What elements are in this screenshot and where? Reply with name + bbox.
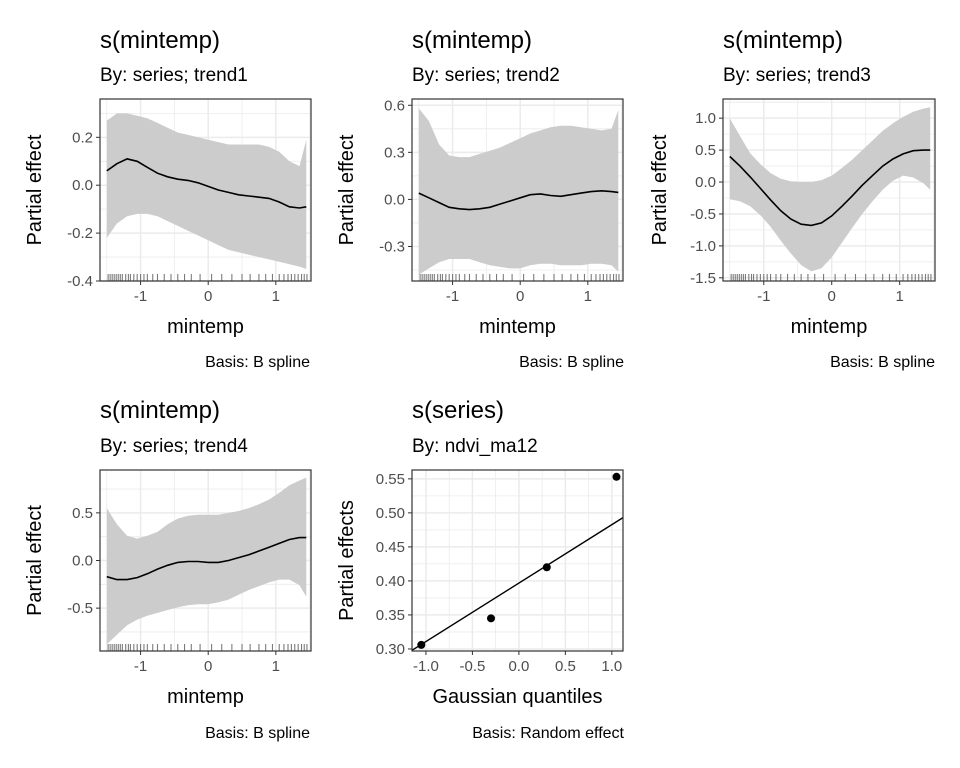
- x-axis-label: mintemp: [167, 686, 244, 708]
- x-tick-label: 0: [516, 288, 524, 305]
- rug: [107, 274, 308, 281]
- smooth-line: [729, 149, 931, 227]
- y-tick-label: 0.0: [384, 191, 405, 208]
- y-tick-label: 0.3: [384, 144, 405, 161]
- plot-area: [418, 108, 620, 281]
- y-tick-label: -0.3: [379, 238, 405, 255]
- y-tick-label: -1.0: [690, 238, 716, 255]
- plot-area: [106, 113, 308, 281]
- panel-title: s(mintemp): [412, 27, 532, 54]
- confidence-band: [418, 108, 619, 275]
- x-tick-label: 1: [584, 288, 592, 305]
- panel-subtitle: By: series; trend1: [100, 65, 248, 86]
- smooth-line: [106, 536, 307, 581]
- panel-border: [411, 469, 624, 652]
- y-tick-label: -1.5: [690, 270, 716, 287]
- y-axis-label: Partial effect: [24, 134, 46, 245]
- panel-title: s(mintemp): [100, 397, 220, 424]
- x-tick-label: -1: [134, 288, 147, 305]
- x-axis-label: mintemp: [167, 316, 244, 338]
- x-tick-label: 0: [204, 288, 212, 305]
- x-tick-label: 0.0: [508, 658, 529, 675]
- panel-caption: Basis: Random effect: [472, 725, 624, 742]
- y-tick-label: 0.0: [695, 174, 716, 191]
- panel-3: -1.5 -1.0 -0.5 0.0 0.5 1.0 -1 0 1 s(mintemp) By: s…: [649, 27, 936, 371]
- panel-border: [722, 98, 936, 282]
- y-tick-label: 0.6: [384, 97, 405, 114]
- y-tick-label: -0.2: [67, 225, 93, 242]
- y-tick-label: 0.0: [72, 553, 93, 570]
- y-tick-label: -0.5: [690, 206, 716, 223]
- plot-area: [106, 477, 308, 651]
- panel-caption: Basis: B spline: [519, 354, 624, 371]
- x-axis-label: Gaussian quantiles: [432, 686, 602, 708]
- y-axis-label: Partial effect: [336, 134, 358, 245]
- rug: [419, 274, 620, 281]
- x-tick-label: -1.0: [413, 658, 439, 675]
- x-tick-label: 1.0: [601, 658, 622, 675]
- x-tick-label: -1: [446, 288, 459, 305]
- y-tick-label: -0.4: [67, 273, 93, 290]
- panel-subtitle: By: series; trend2: [412, 65, 560, 86]
- data-point: [542, 563, 551, 572]
- y-axis-label: Partial effects: [336, 500, 358, 621]
- panel-subtitle: By: ndvi_ma12: [412, 436, 538, 457]
- x-tick-label: 0: [204, 658, 212, 675]
- panel-1: -0.4 -0.2 0.0 0.2 -1 0 1 s(mintemp) By: series; …: [24, 27, 312, 371]
- y-tick-label: 0.2: [72, 129, 93, 146]
- y-tick-label: 0.30: [376, 641, 405, 658]
- y-tick-label: 0.5: [695, 142, 716, 159]
- panel-4: -0.5 0.0 0.5 -1 0 1 s(mintemp) By: series; tren…: [24, 397, 312, 742]
- y-tick-label: 0.40: [376, 573, 405, 590]
- panel-title: s(mintemp): [723, 27, 843, 54]
- rug: [107, 644, 308, 651]
- y-axis-label: Partial effect: [649, 134, 671, 245]
- y-tick-label: -0.5: [67, 600, 93, 617]
- x-tick-label: 0.5: [555, 658, 576, 675]
- y-axis-label: Partial effect: [24, 505, 46, 616]
- y-tick-label: 1.0: [695, 110, 716, 127]
- panel-title: s(series): [412, 397, 504, 424]
- reference-line: [412, 517, 623, 651]
- x-tick-label: 1: [272, 288, 280, 305]
- x-tick-label: -1: [134, 658, 147, 675]
- data-point: [487, 614, 496, 623]
- x-tick-label: 0: [828, 288, 836, 305]
- panel-caption: Basis: B spline: [205, 354, 310, 371]
- smooth-line: [418, 189, 619, 211]
- x-tick-label: 1: [272, 658, 280, 675]
- x-tick-label: -1: [757, 288, 770, 305]
- gridlines: [412, 470, 623, 651]
- y-tick-label: 0.0: [72, 177, 93, 194]
- smooth-line: [106, 158, 307, 209]
- panel-border: [99, 98, 312, 282]
- panel-caption: Basis: B spline: [830, 354, 935, 371]
- panel-2: -0.3 0.0 0.3 0.6 -1 0 1 s(mintemp) By: series; t…: [336, 27, 624, 371]
- plot-area: [729, 107, 932, 281]
- plot-area: [412, 472, 623, 651]
- y-tick-label: 0.55: [376, 471, 405, 488]
- y-tick-label: 0.45: [376, 539, 405, 556]
- x-axis-label: mintemp: [479, 316, 556, 338]
- confidence-band: [106, 113, 307, 270]
- confidence-band: [729, 107, 931, 272]
- rug: [730, 274, 932, 281]
- confidence-band: [106, 477, 307, 645]
- x-axis-label: mintemp: [791, 316, 868, 338]
- x-tick-label: 1: [895, 288, 903, 305]
- x-tick-label: -0.5: [459, 658, 485, 675]
- panel-title: s(mintemp): [100, 27, 220, 54]
- y-tick-label: 0.5: [72, 505, 93, 522]
- panel-border: [411, 98, 624, 282]
- panel-caption: Basis: B spline: [205, 725, 310, 742]
- y-tick-label: 0.35: [376, 607, 405, 624]
- data-point: [417, 640, 426, 649]
- y-tick-label: 0.50: [376, 505, 405, 522]
- panel-subtitle: By: series; trend4: [100, 436, 248, 457]
- panel-5: 0.30 0.35 0.40 0.45 0.50 0.55 -1.0 -0.5 0.0 0.5 1.…: [336, 397, 625, 742]
- panel-subtitle: By: series; trend3: [723, 65, 871, 86]
- data-point: [612, 472, 621, 481]
